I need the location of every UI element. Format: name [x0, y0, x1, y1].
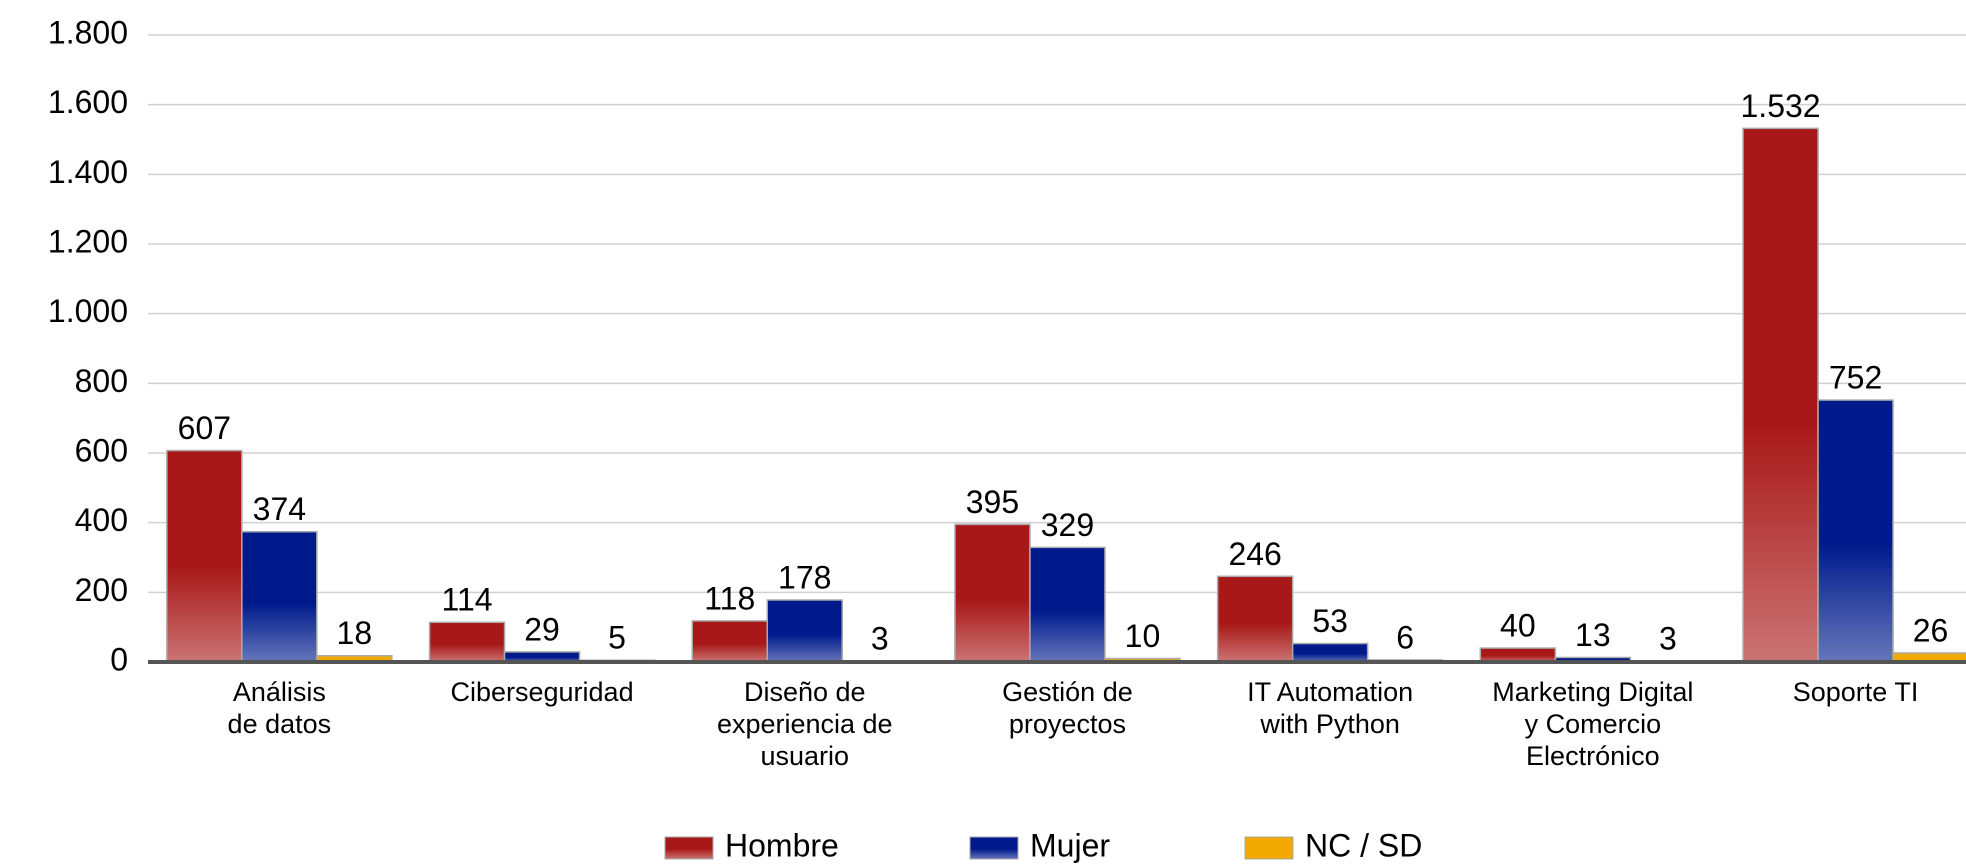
- bar: [954, 523, 1031, 663]
- data-label: 40: [1500, 608, 1536, 644]
- y-tick-label: 800: [75, 363, 128, 399]
- y-tick-label: 1.400: [48, 154, 128, 190]
- data-label: 29: [524, 611, 560, 647]
- data-label: 374: [253, 491, 306, 527]
- y-tick-label: 1.000: [48, 293, 128, 329]
- data-label: 246: [1228, 536, 1281, 572]
- x-tick-label: Soporte TI: [1792, 677, 1919, 707]
- data-label: 3: [1659, 620, 1677, 656]
- data-label: 118: [704, 580, 755, 616]
- y-tick-label: 0: [110, 641, 128, 677]
- data-label: 18: [337, 615, 373, 651]
- bar: [428, 621, 506, 663]
- data-label: 178: [778, 559, 831, 595]
- bar: [1479, 647, 1557, 663]
- legend-label: Mujer: [1030, 827, 1110, 863]
- bar: [766, 599, 843, 663]
- legend-swatch: [664, 836, 714, 860]
- legend-swatch: [1244, 836, 1294, 860]
- y-tick-label: 1.200: [48, 223, 128, 259]
- bar: [1817, 399, 1894, 663]
- bar: [1216, 575, 1294, 663]
- bar: [241, 530, 318, 663]
- x-tick-label: Análisis de datos: [227, 677, 332, 739]
- bar: [166, 449, 243, 663]
- bar: [1291, 642, 1369, 663]
- y-tick-label: 1.800: [48, 14, 128, 50]
- x-tick-label: Ciberseguridad: [450, 677, 634, 707]
- data-label: 13: [1575, 617, 1611, 653]
- x-tick-label: Marketing Digital y Comercio Electrónico: [1492, 677, 1694, 771]
- data-label: 3: [871, 620, 889, 656]
- data-label: 26: [1913, 612, 1949, 648]
- data-label: 329: [1041, 507, 1094, 543]
- x-tick-label: Diseño de experiencia de usuario: [716, 677, 893, 771]
- x-tick-label: Gestión de proyectos: [1002, 677, 1133, 739]
- bar: [1742, 127, 1819, 663]
- data-label: 607: [178, 410, 231, 446]
- y-tick-label: 600: [75, 432, 128, 468]
- legend-label: Hombre: [725, 827, 839, 863]
- legend-swatch: [969, 836, 1019, 860]
- y-tick-label: 400: [75, 502, 128, 538]
- y-tick-label: 1.600: [48, 84, 128, 120]
- data-label: 114: [442, 582, 493, 618]
- x-tick-label: IT Automation with Python: [1247, 677, 1414, 739]
- data-label: 10: [1125, 618, 1161, 654]
- data-label: 395: [966, 484, 1019, 520]
- data-label: 53: [1312, 603, 1348, 639]
- y-tick-label: 200: [75, 572, 128, 608]
- data-label: 752: [1829, 360, 1882, 396]
- bar: [691, 620, 768, 663]
- data-label: 5: [608, 620, 626, 656]
- data-label: 1.532: [1741, 88, 1821, 124]
- data-label: 6: [1396, 619, 1414, 655]
- bar: [1029, 546, 1106, 663]
- legend-label: NC / SD: [1305, 827, 1422, 863]
